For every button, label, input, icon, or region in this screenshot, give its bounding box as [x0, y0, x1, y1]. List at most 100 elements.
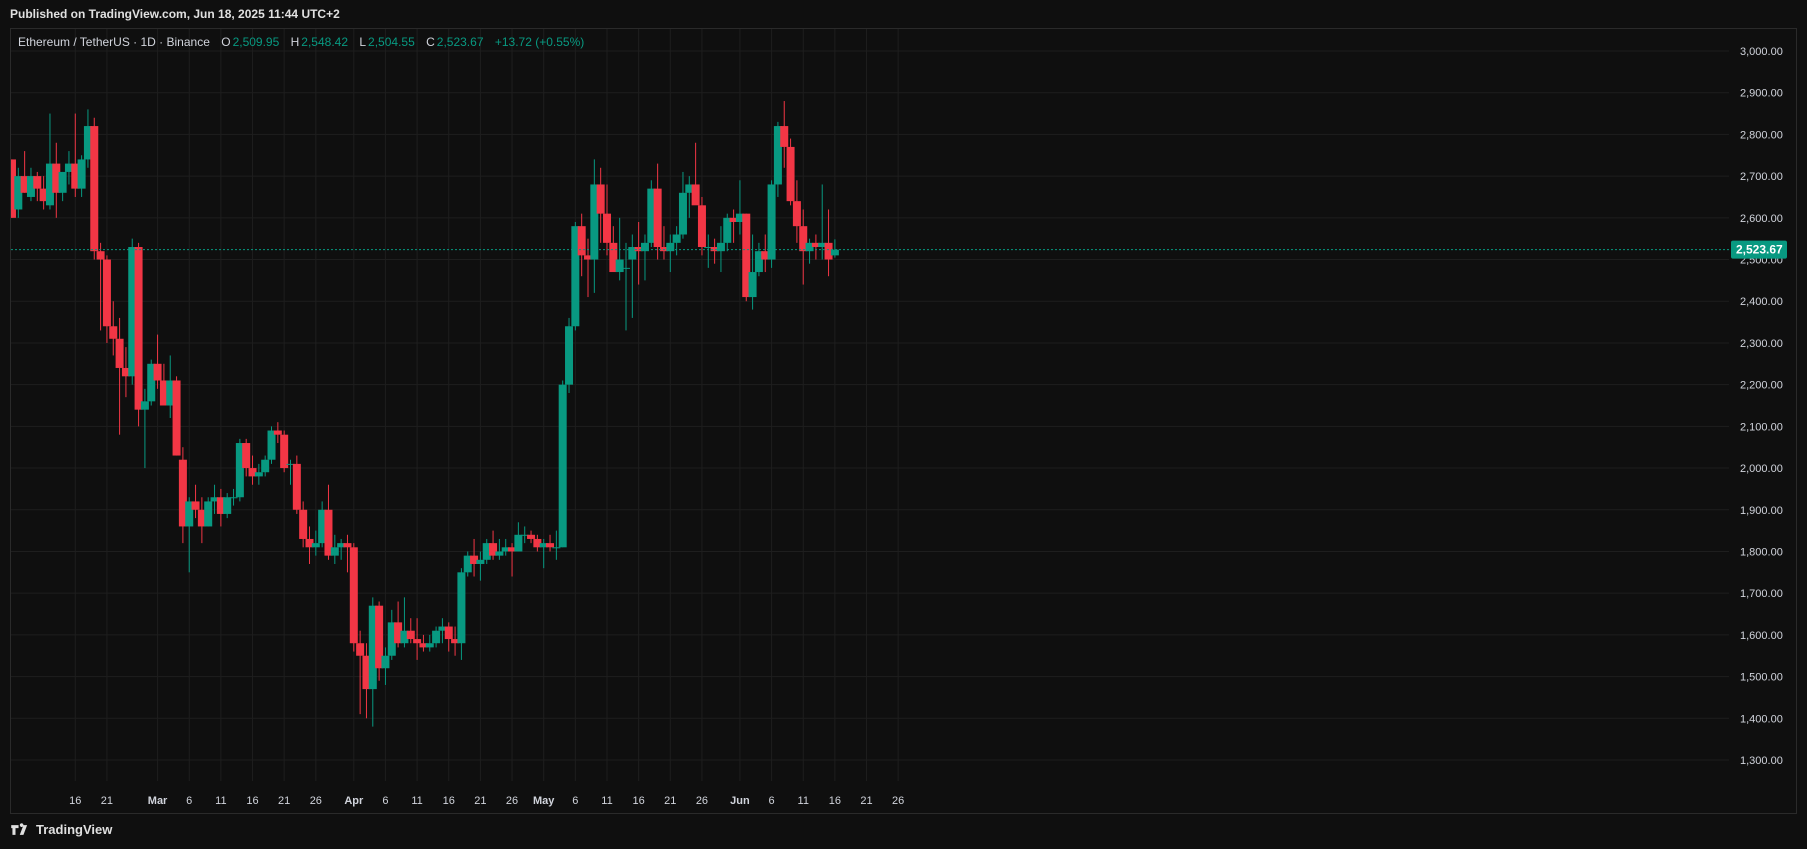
candle-body — [773, 126, 782, 185]
low-value: 2,504.55 — [368, 35, 415, 49]
candle — [172, 376, 181, 456]
candle-body — [716, 242, 725, 252]
candle-body — [14, 176, 23, 210]
candle — [52, 142, 61, 218]
candle — [337, 538, 346, 560]
high-value: 2,548.42 — [301, 35, 349, 49]
candle-body — [495, 551, 504, 556]
candle-body — [248, 468, 257, 477]
candle-body — [273, 430, 282, 435]
candle — [394, 601, 403, 648]
candle — [539, 538, 548, 569]
grid-lines — [11, 29, 1729, 781]
candle-body — [292, 463, 301, 510]
candle — [805, 238, 814, 264]
time-tick-label: Apr — [344, 795, 364, 807]
candle — [242, 438, 251, 477]
candle — [780, 101, 789, 168]
candle-body — [508, 547, 517, 552]
candle-body — [128, 247, 137, 377]
candle — [286, 459, 295, 485]
candle-body — [489, 543, 498, 556]
time-tick-label: 21 — [860, 795, 872, 807]
price-tick-label: 2,000.00 — [1740, 463, 1783, 475]
candle — [558, 380, 567, 548]
candle-body — [254, 472, 263, 477]
candle-body — [805, 242, 814, 252]
candle-body — [39, 188, 48, 202]
candle-body — [121, 367, 130, 377]
candle-body — [463, 555, 472, 573]
candle — [254, 463, 263, 485]
candle-body — [432, 630, 441, 644]
candle-body — [678, 192, 687, 235]
candle — [39, 176, 48, 210]
candle — [324, 484, 333, 560]
candle-body — [330, 547, 339, 556]
candle — [229, 488, 238, 506]
candle-body — [666, 242, 675, 252]
candle — [204, 497, 213, 527]
candle-body — [527, 534, 536, 539]
candle-body — [539, 543, 548, 548]
candle-body — [375, 605, 384, 669]
candle-body — [444, 626, 453, 640]
candle-body — [166, 380, 175, 406]
candle-body — [818, 242, 827, 248]
footer-brand[interactable]: TradingView — [10, 822, 112, 837]
candle — [552, 530, 561, 560]
candle — [413, 618, 422, 660]
candle — [305, 526, 314, 564]
time-tick-label: 11 — [411, 795, 422, 807]
candle-body — [571, 226, 580, 327]
candle — [786, 138, 795, 206]
candle-body — [628, 247, 637, 260]
candle-body — [451, 639, 460, 644]
candle — [811, 234, 820, 260]
candle-body — [109, 326, 118, 339]
time-tick-label: 26 — [310, 795, 322, 807]
candle-body — [26, 176, 35, 197]
candle — [292, 455, 301, 514]
candle-body — [337, 543, 346, 548]
candle — [185, 497, 194, 573]
time-axis[interactable]: 16 21 Mar 6 11 16 21 26 Apr 6 11 16 21 26 May 6 11 16 21 26… — [69, 795, 904, 807]
candle-body — [362, 655, 371, 690]
candle-body — [102, 259, 111, 327]
time-tick-label: 21 — [474, 795, 486, 807]
candle — [153, 334, 162, 389]
candle — [64, 151, 73, 185]
price-axis[interactable]: 3,000.00 2,900.00 2,800.00 2,700.00 2,600.00… — [1740, 46, 1783, 767]
price-tick-label: 2,600.00 — [1740, 213, 1783, 225]
candle — [58, 171, 67, 202]
candle-body — [723, 217, 732, 243]
candle — [489, 530, 498, 560]
candle — [508, 543, 517, 577]
price-tick-label: 1,800.00 — [1740, 546, 1783, 558]
candle — [210, 484, 219, 514]
candle-body — [153, 363, 162, 381]
candle-body — [735, 213, 744, 222]
candle — [134, 242, 143, 427]
candle — [20, 151, 29, 193]
time-tick-label: 21 — [278, 795, 290, 807]
candle-body — [596, 184, 605, 214]
candle-body — [615, 259, 624, 273]
symbol-title[interactable]: Ethereum / TetherUS · 1D · Binance — [18, 35, 210, 49]
candle — [647, 180, 656, 248]
candle — [71, 113, 80, 197]
price-tick-label: 1,400.00 — [1740, 713, 1783, 725]
candle — [14, 167, 23, 218]
candle-body — [387, 622, 396, 656]
candle-body — [349, 547, 358, 644]
candle-body — [64, 163, 73, 172]
time-tick-label: 16 — [246, 795, 258, 807]
candle-body — [786, 146, 795, 202]
candle — [577, 213, 586, 277]
candle-body — [697, 205, 706, 248]
time-tick-label: 16 — [633, 795, 645, 807]
candle — [603, 184, 611, 256]
candles — [11, 101, 839, 727]
candle — [419, 634, 428, 652]
